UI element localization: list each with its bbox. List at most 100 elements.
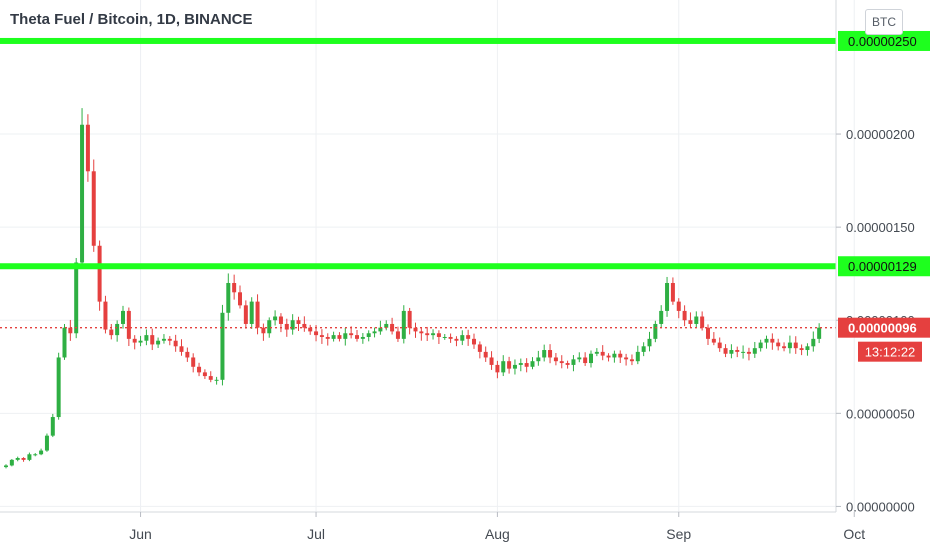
candle-down bbox=[255, 301, 260, 328]
candle-down bbox=[109, 329, 114, 336]
candle-down bbox=[419, 331, 424, 334]
candle-up bbox=[594, 351, 599, 354]
candle-up bbox=[729, 350, 734, 354]
candle-down bbox=[723, 348, 728, 354]
candle-down bbox=[390, 323, 395, 332]
candle-up bbox=[741, 351, 746, 353]
candle-up bbox=[647, 338, 652, 347]
candle-down bbox=[407, 310, 412, 328]
candle-up bbox=[115, 323, 120, 336]
candle-up bbox=[577, 357, 582, 360]
candle-up bbox=[50, 417, 55, 436]
candle-up bbox=[44, 435, 49, 451]
candle-up bbox=[442, 336, 447, 338]
x-tick-label: Sep bbox=[666, 526, 691, 542]
candle-down bbox=[448, 336, 453, 339]
horizontal-level-line bbox=[0, 263, 836, 270]
candle-down bbox=[325, 336, 330, 339]
candle-down bbox=[565, 363, 570, 365]
candle-up bbox=[331, 335, 336, 339]
candle-down bbox=[150, 335, 155, 345]
candle-down bbox=[261, 327, 266, 334]
candle-down bbox=[278, 316, 283, 324]
candle-up bbox=[273, 316, 278, 321]
candle-up bbox=[366, 333, 371, 337]
candle-up bbox=[518, 363, 523, 365]
candle-down bbox=[466, 335, 471, 339]
candle-up bbox=[33, 454, 38, 456]
candle-down bbox=[746, 351, 751, 354]
candle-down bbox=[553, 357, 558, 362]
candle-down bbox=[91, 171, 96, 246]
x-tick-label: Jun bbox=[129, 526, 152, 542]
candle-up bbox=[4, 465, 8, 468]
candle-up bbox=[226, 282, 231, 313]
candle-up bbox=[811, 338, 816, 347]
level-price-label-bg bbox=[838, 30, 930, 51]
candle-down bbox=[208, 376, 213, 380]
candle-down bbox=[425, 333, 430, 336]
candle-down bbox=[179, 346, 184, 352]
candle-down bbox=[793, 342, 798, 349]
candle-up bbox=[431, 333, 436, 336]
candle-down bbox=[132, 338, 137, 343]
chart-grid bbox=[0, 0, 855, 512]
candle-up bbox=[378, 327, 383, 332]
candle-up bbox=[161, 338, 166, 341]
currency-button[interactable]: BTC bbox=[865, 9, 903, 35]
candle-down bbox=[413, 327, 418, 332]
candle-up bbox=[74, 262, 79, 334]
candle-up bbox=[512, 364, 517, 369]
candle-up bbox=[536, 357, 541, 362]
candle-down bbox=[349, 333, 354, 336]
candle-down bbox=[173, 340, 178, 347]
candle-down bbox=[454, 338, 459, 341]
level-price-label: 0.00000129 bbox=[848, 259, 917, 274]
candle-up bbox=[62, 327, 67, 358]
candle-down bbox=[296, 320, 301, 324]
candle-down bbox=[670, 282, 675, 302]
candle-up bbox=[635, 351, 640, 362]
candle-down bbox=[21, 458, 26, 460]
candle-up bbox=[817, 327, 822, 339]
candle-down bbox=[202, 372, 207, 377]
candle-down bbox=[548, 350, 553, 358]
candle-up bbox=[501, 361, 506, 373]
candle-up bbox=[665, 282, 670, 311]
candle-up bbox=[267, 320, 272, 334]
candle-down bbox=[507, 361, 512, 369]
candle-down bbox=[524, 363, 529, 367]
y-tick-label: 0.00000200 bbox=[846, 127, 915, 142]
x-tick-label: Aug bbox=[485, 526, 510, 542]
x-tick-label: Jul bbox=[307, 526, 325, 542]
last-price-value: 0.00000096 bbox=[848, 321, 917, 336]
candle-up bbox=[612, 353, 617, 358]
symbol-title: Theta Fuel / Bitcoin, 1D, BINANCE bbox=[10, 11, 253, 28]
y-tick-label: 0.00000000 bbox=[846, 499, 915, 514]
candle-down bbox=[103, 301, 108, 330]
support-resistance-lines[interactable]: 0.00000250 0.00000129 bbox=[0, 30, 930, 277]
candle-up bbox=[384, 323, 389, 328]
candle-up bbox=[401, 310, 406, 339]
y-tick-label: 0.00000050 bbox=[846, 406, 915, 421]
candle-down bbox=[559, 361, 564, 364]
candle-up bbox=[694, 316, 699, 324]
candle-down bbox=[700, 316, 705, 328]
candle-down bbox=[477, 344, 482, 352]
candle-down bbox=[191, 357, 196, 367]
countdown-badge bbox=[858, 341, 922, 362]
candle-down bbox=[232, 282, 237, 293]
candle-up bbox=[653, 323, 658, 339]
candle-up bbox=[787, 342, 792, 349]
candle-up bbox=[589, 353, 593, 364]
level-price-label: 0.00000250 bbox=[848, 34, 917, 49]
candle-up bbox=[542, 350, 547, 358]
candle-down bbox=[436, 333, 441, 337]
candle-down bbox=[395, 331, 400, 339]
candle-up bbox=[641, 346, 646, 352]
candle-down bbox=[238, 292, 242, 306]
x-tick-label: Oct bbox=[843, 526, 865, 542]
candle-up bbox=[530, 361, 535, 367]
time-axis[interactable]: Jun Jul Aug Sep Oct bbox=[129, 512, 865, 542]
